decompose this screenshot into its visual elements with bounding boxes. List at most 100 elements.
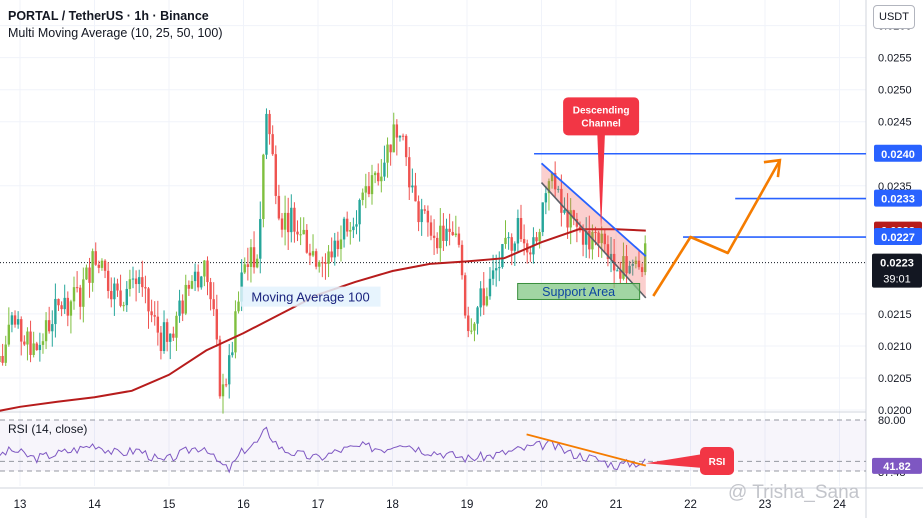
candle-body: [224, 384, 228, 386]
candle-body: [94, 251, 97, 265]
candle-body: [370, 175, 374, 195]
candle-body: [283, 212, 287, 230]
candle-body: [538, 232, 541, 242]
candle-body: [622, 256, 625, 279]
candle-body: [401, 135, 405, 137]
candle-body: [190, 281, 194, 289]
candle-body: [591, 231, 594, 250]
rsi-divergence-line: [526, 433, 647, 467]
candle-body: [535, 237, 538, 242]
candle-body: [349, 230, 352, 232]
candle-body: [634, 260, 638, 264]
candle-body: [63, 297, 66, 310]
candle-body: [259, 219, 262, 259]
price-mark-label: 0.0233: [881, 194, 915, 206]
callout-line-2: Channel: [581, 118, 621, 129]
candle-body: [519, 218, 523, 240]
candle-body: [460, 244, 464, 276]
candle-body: [404, 135, 408, 158]
candle-body: [280, 218, 284, 230]
candle-body: [153, 315, 156, 317]
candle-body: [352, 226, 355, 231]
candle-body: [529, 252, 532, 255]
candle-body: [600, 233, 603, 244]
candle-body: [330, 251, 333, 258]
candle-body: [494, 268, 498, 271]
candle-body: [383, 162, 386, 177]
candle-body: [619, 270, 622, 279]
current-price-badge: [872, 253, 922, 288]
candle-body: [116, 283, 119, 291]
candle-body: [429, 222, 433, 236]
candle-body: [125, 288, 128, 306]
candle-body: [296, 231, 299, 235]
time-axis[interactable]: 13 14 15 16 17 18 19 20 21 22 23 24: [14, 499, 847, 511]
candle-body: [507, 237, 510, 239]
candle-body: [318, 262, 321, 267]
price-candles: [0, 108, 647, 414]
candle-body: [44, 320, 48, 342]
rsi-callout-label: RSI: [709, 457, 726, 468]
candle-body: [377, 172, 380, 182]
channel-upper-line: [540, 162, 647, 257]
candle-body: [110, 291, 113, 300]
candle-body: [147, 288, 150, 312]
candle-body: [29, 331, 32, 355]
candle-body: [184, 284, 187, 314]
candle-body: [588, 231, 591, 250]
candle-body: [426, 210, 430, 223]
candle-body: [585, 231, 588, 245]
candle-body: [215, 309, 219, 340]
candle-body: [557, 188, 560, 190]
candle-body: [228, 355, 231, 385]
rsi-panel: RSI: [0, 419, 866, 475]
rsi-title[interactable]: RSI (14, close): [8, 422, 88, 436]
candle-body: [60, 305, 63, 310]
chart-annotations: Support Area Descending Channel Moving Aver…: [240, 97, 641, 307]
indicator-legend[interactable]: Multi Moving Average (10, 25, 50, 100): [8, 26, 223, 40]
candle-body: [448, 228, 451, 232]
candle-body: [1, 355, 4, 363]
price-mark-label: 0.0240: [881, 149, 915, 161]
rsi-line: [0, 426, 646, 474]
candle-body: [392, 124, 395, 153]
candle-body: [290, 207, 293, 233]
candle-body: [439, 225, 442, 249]
candle-body: [169, 333, 172, 342]
currency-button[interactable]: USDT: [873, 5, 915, 29]
candle-body: [32, 343, 35, 355]
candle-body: [175, 315, 178, 338]
candle-body: [271, 134, 274, 155]
candle-body: [485, 296, 489, 306]
candle-body: [79, 287, 82, 307]
symbol-title[interactable]: PORTAL / TetherUS · 1h · Binance: [8, 9, 209, 23]
candle-body: [88, 267, 91, 283]
candle-body: [4, 344, 7, 363]
candle-body: [606, 244, 610, 259]
candle-body: [609, 253, 613, 259]
candle-body: [578, 226, 582, 230]
rsi-callout-pointer: [645, 454, 703, 468]
candle-body: [395, 124, 399, 138]
candle-body: [287, 212, 290, 233]
candle-body: [333, 240, 336, 258]
candle-body: [252, 247, 256, 268]
candle-body: [367, 186, 371, 195]
candle-body: [355, 224, 358, 227]
candle-body: [420, 209, 423, 223]
candle-body: [47, 320, 51, 332]
candle-body: [457, 233, 461, 245]
candle-body: [594, 231, 597, 233]
candle-body: [246, 264, 250, 267]
price-axis[interactable]: 0.02600.02550.02500.02450.02350.02150.02…: [872, 21, 922, 479]
candle-body: [187, 284, 191, 289]
candle-body: [436, 237, 439, 249]
candle-body: [265, 113, 268, 155]
candle-body: [560, 188, 563, 213]
price-mark-badge: [874, 189, 922, 207]
candle-body: [314, 251, 318, 267]
time-tick-label: 13: [14, 499, 27, 511]
candle-body: [162, 322, 166, 352]
candle-body: [572, 210, 575, 220]
